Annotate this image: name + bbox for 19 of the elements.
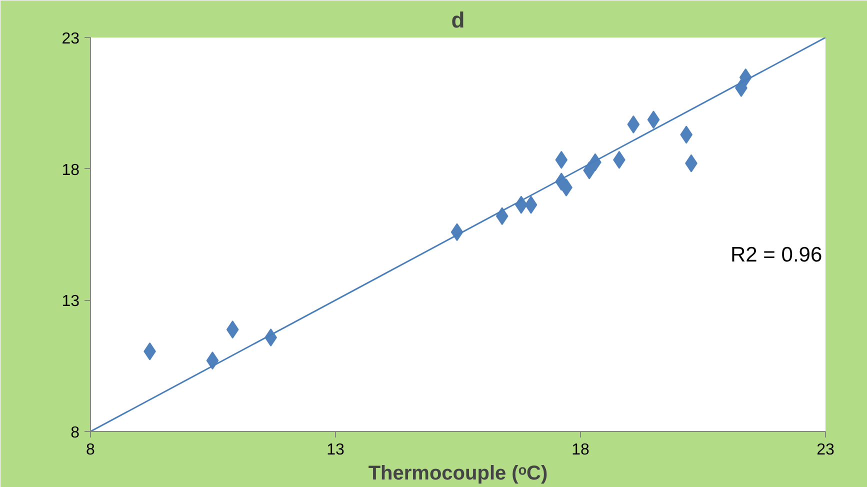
point [647, 110, 660, 129]
point [206, 352, 219, 370]
y-tick-label: 18 [62, 162, 80, 179]
x-tick-label: 8 [86, 442, 96, 458]
y-tick-label: 8 [70, 424, 80, 442]
y-tick-label: 23 [62, 30, 80, 48]
point [226, 320, 239, 339]
x-axis-title: Thermocouple (ᵒC) [368, 462, 548, 484]
point [627, 115, 640, 134]
y-tick-label: 13 [62, 293, 80, 310]
point [496, 207, 508, 226]
annotation: R2 = 0.96 [730, 244, 822, 266]
point [680, 126, 693, 144]
x-tick-label: 18 [572, 442, 590, 458]
point [524, 196, 538, 214]
point [555, 150, 568, 169]
chart-title: d [451, 8, 465, 32]
x-tick-label: 13 [326, 442, 344, 458]
x-tick-label: 23 [816, 442, 834, 458]
